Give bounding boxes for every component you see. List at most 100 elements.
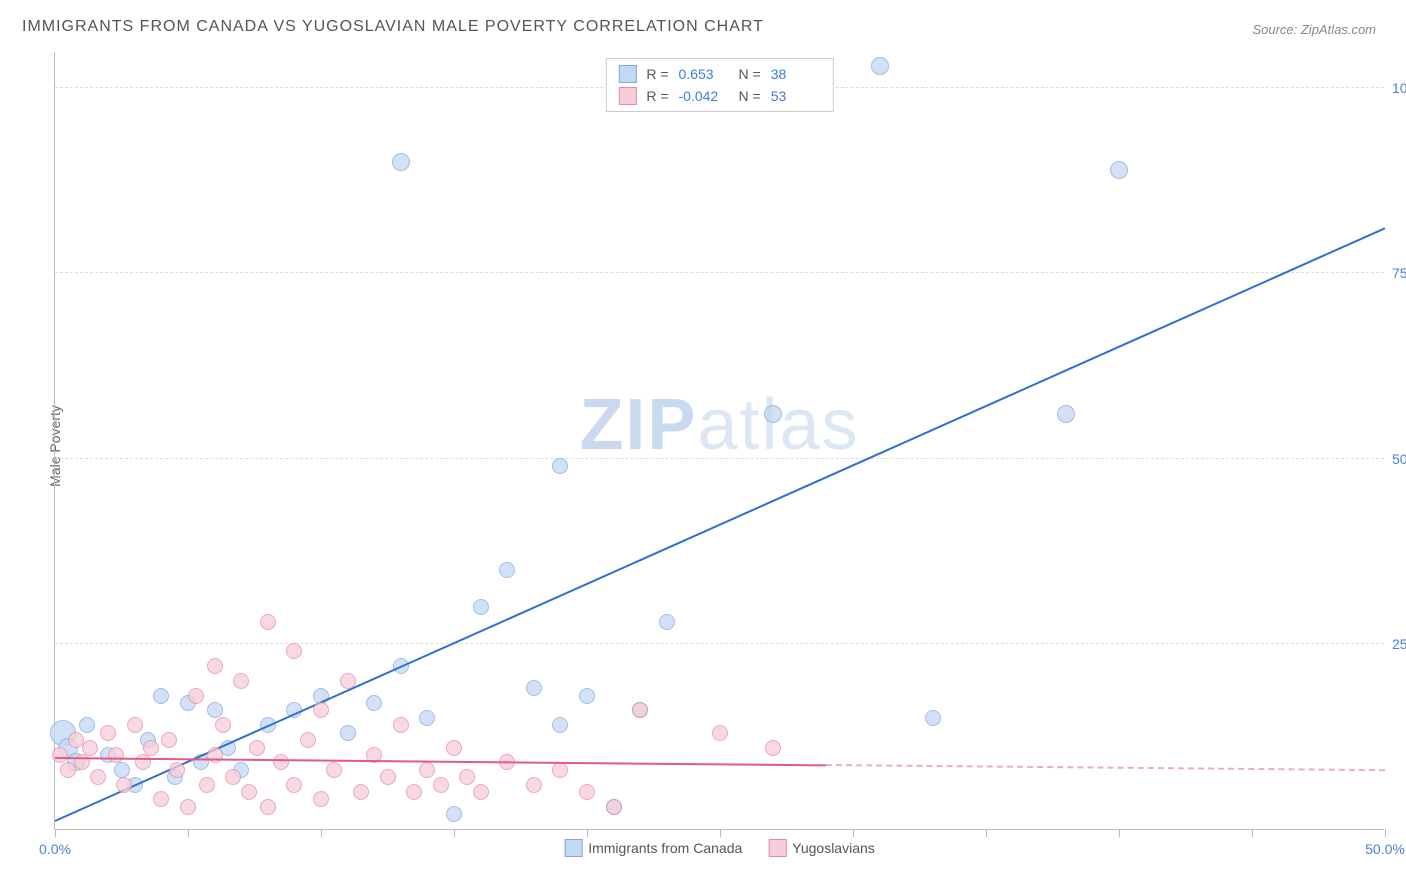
data-point <box>260 614 276 630</box>
data-point <box>199 777 215 793</box>
y-tick-label: 100.0% <box>1392 80 1406 96</box>
data-point <box>393 717 409 733</box>
data-point <box>659 614 675 630</box>
data-point <box>127 717 143 733</box>
data-point <box>90 769 106 785</box>
data-point <box>180 799 196 815</box>
stat-r-value: -0.042 <box>679 88 729 104</box>
stat-n-value: 38 <box>771 66 821 82</box>
data-point <box>326 762 342 778</box>
data-point <box>366 695 382 711</box>
x-tick <box>1119 829 1120 837</box>
data-point <box>161 732 177 748</box>
legend-item: Yugoslavians <box>768 839 875 857</box>
data-point <box>380 769 396 785</box>
data-point <box>153 688 169 704</box>
y-tick-label: 75.0% <box>1392 265 1406 281</box>
x-tick <box>55 829 56 837</box>
data-point <box>100 725 116 741</box>
data-point <box>225 769 241 785</box>
data-point <box>273 754 289 770</box>
data-point <box>579 688 595 704</box>
legend-item: Immigrants from Canada <box>564 839 742 857</box>
data-point <box>552 717 568 733</box>
data-point <box>241 784 257 800</box>
trend-line-extrapolated <box>826 764 1385 771</box>
data-point <box>313 702 329 718</box>
y-tick-label: 50.0% <box>1392 451 1406 467</box>
data-point <box>114 762 130 778</box>
data-point <box>632 702 648 718</box>
data-point <box>1057 405 1075 423</box>
x-tick <box>720 829 721 837</box>
data-point <box>392 153 410 171</box>
watermark: ZIPatlas <box>579 384 859 466</box>
data-point <box>433 777 449 793</box>
legend-stat-row: R = -0.042 N = 53 <box>618 85 820 107</box>
data-point <box>552 458 568 474</box>
stat-n-label: N = <box>739 88 761 104</box>
data-point <box>300 732 316 748</box>
plot-area: ZIPatlas R = 0.653N = 38 R = -0.042 N = 53… <box>54 52 1384 830</box>
source-credit: Source: ZipAtlas.com <box>1252 22 1376 37</box>
legend-stat-row: R = 0.653N = 38 <box>618 63 820 85</box>
data-point <box>526 777 542 793</box>
data-point <box>116 777 132 793</box>
x-tick <box>853 829 854 837</box>
data-point <box>207 702 223 718</box>
stat-n-label: N = <box>739 66 761 82</box>
data-point <box>79 717 95 733</box>
data-point <box>340 673 356 689</box>
data-point <box>286 643 302 659</box>
stat-r-label: R = <box>646 88 668 104</box>
data-point <box>459 769 475 785</box>
data-point <box>169 762 185 778</box>
series-legend: Immigrants from Canada Yugoslavians <box>564 839 875 857</box>
data-point <box>82 740 98 756</box>
data-point <box>143 740 159 756</box>
data-point <box>446 740 462 756</box>
gridline <box>55 643 1384 644</box>
legend-swatch <box>768 839 786 857</box>
gridline <box>55 458 1384 459</box>
stat-n-value: 53 <box>771 88 821 104</box>
data-point <box>712 725 728 741</box>
data-point <box>419 762 435 778</box>
correlation-legend: R = 0.653N = 38 R = -0.042 N = 53 <box>605 58 833 112</box>
y-tick-label: 25.0% <box>1392 636 1406 652</box>
data-point <box>446 806 462 822</box>
data-point <box>406 784 422 800</box>
x-tick <box>1252 829 1253 837</box>
legend-swatch <box>618 87 636 105</box>
x-tick <box>1385 829 1386 837</box>
data-point <box>552 762 568 778</box>
chart-title: IMMIGRANTS FROM CANADA VS YUGOSLAVIAN MA… <box>22 18 764 36</box>
data-point <box>353 784 369 800</box>
data-point <box>925 710 941 726</box>
legend-swatch <box>564 839 582 857</box>
data-point <box>499 562 515 578</box>
legend-label: Yugoslavians <box>792 840 875 856</box>
gridline <box>55 272 1384 273</box>
x-tick <box>188 829 189 837</box>
data-point <box>526 680 542 696</box>
data-point <box>233 673 249 689</box>
data-point <box>579 784 595 800</box>
data-point <box>108 747 124 763</box>
data-point <box>286 777 302 793</box>
legend-swatch <box>618 65 636 83</box>
data-point <box>215 717 231 733</box>
x-tick <box>587 829 588 837</box>
data-point <box>871 57 889 75</box>
data-point <box>188 688 204 704</box>
x-tick <box>321 829 322 837</box>
x-tick-label: 0.0% <box>39 841 71 857</box>
legend-label: Immigrants from Canada <box>588 840 742 856</box>
data-point <box>52 747 68 763</box>
data-point <box>606 799 622 815</box>
data-point <box>313 791 329 807</box>
x-tick <box>986 829 987 837</box>
x-tick-label: 50.0% <box>1365 841 1405 857</box>
data-point <box>473 784 489 800</box>
data-point <box>419 710 435 726</box>
